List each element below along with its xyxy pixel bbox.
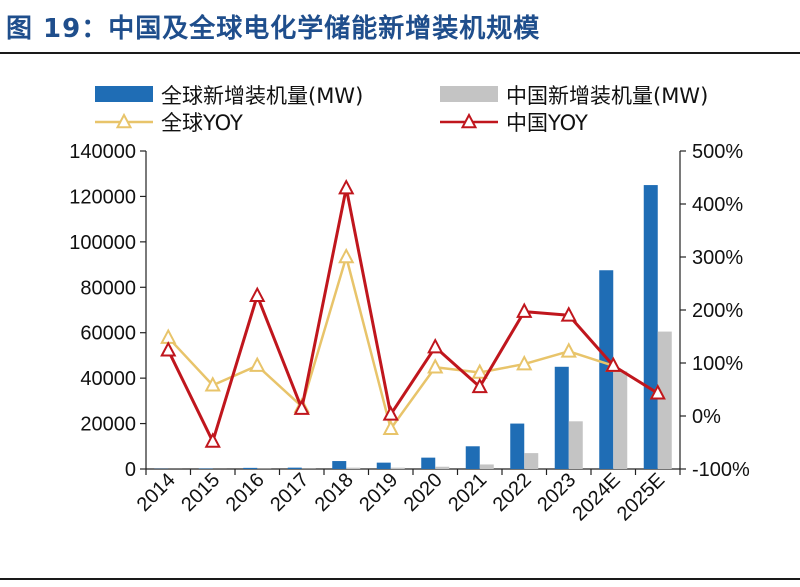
y-left-tick-label: 40000: [80, 368, 136, 390]
bar-global: [332, 461, 347, 469]
y-right-tick-label: 300%: [692, 247, 743, 269]
point-china-yoy: [516, 302, 533, 318]
bar-global: [510, 423, 525, 469]
title-rule: [0, 52, 800, 54]
legend-swatch-bar: [95, 86, 153, 102]
y-right-tick-label: 400%: [692, 194, 743, 216]
legend-swatch-bar: [440, 86, 498, 102]
legend-label: 全球YOY: [161, 111, 243, 135]
point-global-yoy: [382, 419, 399, 435]
bar-china: [390, 467, 405, 469]
y-right-tick-label: 100%: [692, 353, 743, 375]
y-left-tick-label: 100000: [69, 232, 136, 254]
point-china-yoy: [649, 384, 666, 400]
y-left-tick-label: 0: [125, 459, 136, 481]
bar-china: [479, 464, 494, 469]
y-right-tick-label: 0%: [692, 406, 721, 428]
y-right-tick-label: -100%: [692, 459, 750, 481]
y-left-tick-label: 120000: [69, 186, 136, 208]
bar-series: [154, 185, 672, 470]
point-global-yoy: [560, 342, 577, 358]
point-global-yoy: [204, 376, 221, 392]
x-tick-label: 2015: [177, 469, 224, 516]
bar-china: [613, 371, 628, 469]
legend-label: 全球新增装机量(MW): [161, 84, 363, 108]
legend-label: 中国新增装机量(MW): [506, 84, 708, 108]
point-china-yoy: [249, 286, 266, 302]
bar-china: [346, 467, 361, 469]
y-left-tick-label: 20000: [80, 414, 136, 436]
line-series: [160, 178, 666, 448]
point-global-yoy: [160, 328, 177, 344]
point-china-yoy: [293, 399, 310, 415]
point-global-yoy: [338, 247, 355, 264]
point-china-yoy: [471, 377, 488, 394]
legend-swatch-marker: [115, 112, 133, 129]
x-tick-label: 2021: [444, 469, 491, 516]
line-global-yoy: [167, 255, 659, 430]
x-tick-label: 2016: [222, 469, 269, 516]
line-china-yoy: [166, 186, 659, 443]
legend: 全球新增装机量(MW) 中国新增装机量(MW) 全球YOY 中国YOY: [95, 84, 708, 135]
bar-china: [657, 331, 672, 469]
legend-label: 中国YOY: [506, 111, 588, 135]
y-right-tick-label: 500%: [692, 141, 743, 163]
x-tick-label: 2025E: [613, 469, 669, 525]
bar-china: [524, 453, 539, 469]
x-tick-label: 2022: [489, 469, 536, 516]
bar-china: [568, 421, 583, 469]
x-tick-label: 2018: [311, 469, 358, 516]
bar-global: [421, 457, 436, 469]
figure-title: 图 19：中国及全球电化学储能新增装机规模: [6, 14, 541, 44]
point-china-yoy: [605, 356, 622, 372]
bar-china: [435, 466, 450, 469]
point-china-yoy: [338, 178, 355, 195]
bar-global: [287, 467, 302, 469]
x-tick-label: 2017: [266, 469, 313, 516]
y-right-tick-label: 200%: [692, 300, 743, 322]
point-china-yoy: [427, 337, 444, 354]
y-left-tick-label: 60000: [80, 323, 136, 345]
x-tick-label: 2014: [133, 469, 180, 516]
point-china-yoy: [160, 341, 177, 357]
point-global-yoy: [427, 358, 444, 374]
bottom-rule: [0, 578, 800, 580]
legend-swatch-marker: [460, 112, 478, 129]
y-left-tick-label: 80000: [80, 277, 136, 299]
x-tick-label: 2019: [355, 469, 402, 516]
bar-global: [243, 467, 258, 469]
point-global-yoy: [516, 354, 533, 371]
bar-global: [376, 462, 391, 469]
point-china-yoy: [560, 306, 577, 322]
bar-global: [465, 446, 480, 469]
point-global-yoy: [249, 356, 266, 372]
point-china-yoy: [382, 405, 399, 421]
bar-global: [599, 270, 614, 469]
x-tick-label: 2024E: [568, 469, 624, 525]
y-left-tick-label: 140000: [69, 141, 136, 163]
bar-global: [554, 366, 569, 469]
bar-global: [643, 185, 658, 470]
point-china-yoy: [204, 432, 221, 448]
x-tick-label: 2020: [400, 469, 447, 516]
